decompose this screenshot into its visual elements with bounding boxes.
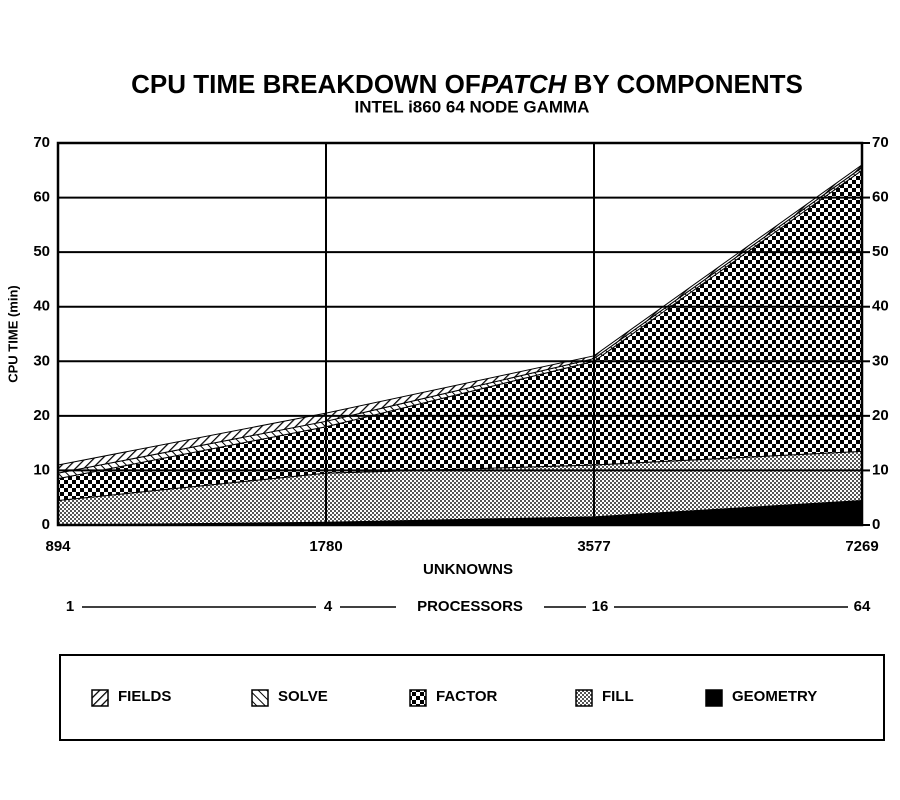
- y-tick-label: 50: [33, 243, 50, 260]
- legend-box: [59, 654, 885, 741]
- legend-swatch: [575, 689, 593, 707]
- legend-label: FIELDS: [118, 688, 171, 705]
- x-tick-label: 7269: [845, 538, 878, 555]
- subtitle: INTEL i860 64 NODE GAMMA: [355, 97, 590, 116]
- y2-tick-label: 60: [872, 189, 889, 206]
- y-tick-label: 30: [33, 352, 50, 369]
- legend-label: SOLVE: [278, 688, 328, 705]
- legend-label: FACTOR: [436, 688, 498, 705]
- legend-label: GEOMETRY: [732, 688, 817, 705]
- x2-tick-label: 1: [66, 598, 74, 615]
- x-tick-label: 894: [45, 538, 71, 555]
- y-tick-label: 40: [33, 298, 50, 315]
- chart-title: CPU TIME BREAKDOWN OFPATCH BY COMPONENTS: [131, 69, 803, 99]
- legend-swatch: [91, 689, 109, 707]
- title-part: CPU TIME BREAKDOWN OF: [131, 69, 481, 99]
- y-tick-label: 0: [42, 516, 50, 533]
- legend-label: FILL: [602, 688, 634, 705]
- y-tick-label: 70: [33, 134, 50, 151]
- x2-axis-label: PROCESSORS: [417, 598, 523, 615]
- y2-tick-label: 70: [872, 134, 889, 151]
- x2-tick-label: 64: [854, 598, 871, 615]
- legend-swatch: [705, 689, 723, 707]
- y2-tick-label: 30: [872, 352, 889, 369]
- x-tick-label: 3577: [577, 538, 610, 555]
- y-axis-label: CPU TIME (min): [5, 285, 20, 383]
- title-part: PATCH: [481, 69, 568, 99]
- legend-swatch: [409, 689, 427, 707]
- y2-tick-label: 10: [872, 461, 889, 478]
- y2-tick-label: 20: [872, 407, 889, 424]
- y2-tick-label: 40: [872, 298, 889, 315]
- x2-tick-label: 4: [324, 598, 333, 615]
- x-tick-label: 1780: [309, 538, 342, 555]
- y-tick-label: 10: [33, 461, 50, 478]
- y2-tick-label: 0: [872, 516, 880, 533]
- y-tick-label: 20: [33, 407, 50, 424]
- title-part: BY COMPONENTS: [566, 69, 802, 99]
- y-tick-label: 60: [33, 189, 50, 206]
- plot-frame: [56, 141, 864, 527]
- y2-tick-label: 50: [872, 243, 889, 260]
- x2-tick-label: 16: [592, 598, 609, 615]
- x-axis-label: UNKNOWNS: [423, 561, 513, 578]
- legend-swatch: [251, 689, 269, 707]
